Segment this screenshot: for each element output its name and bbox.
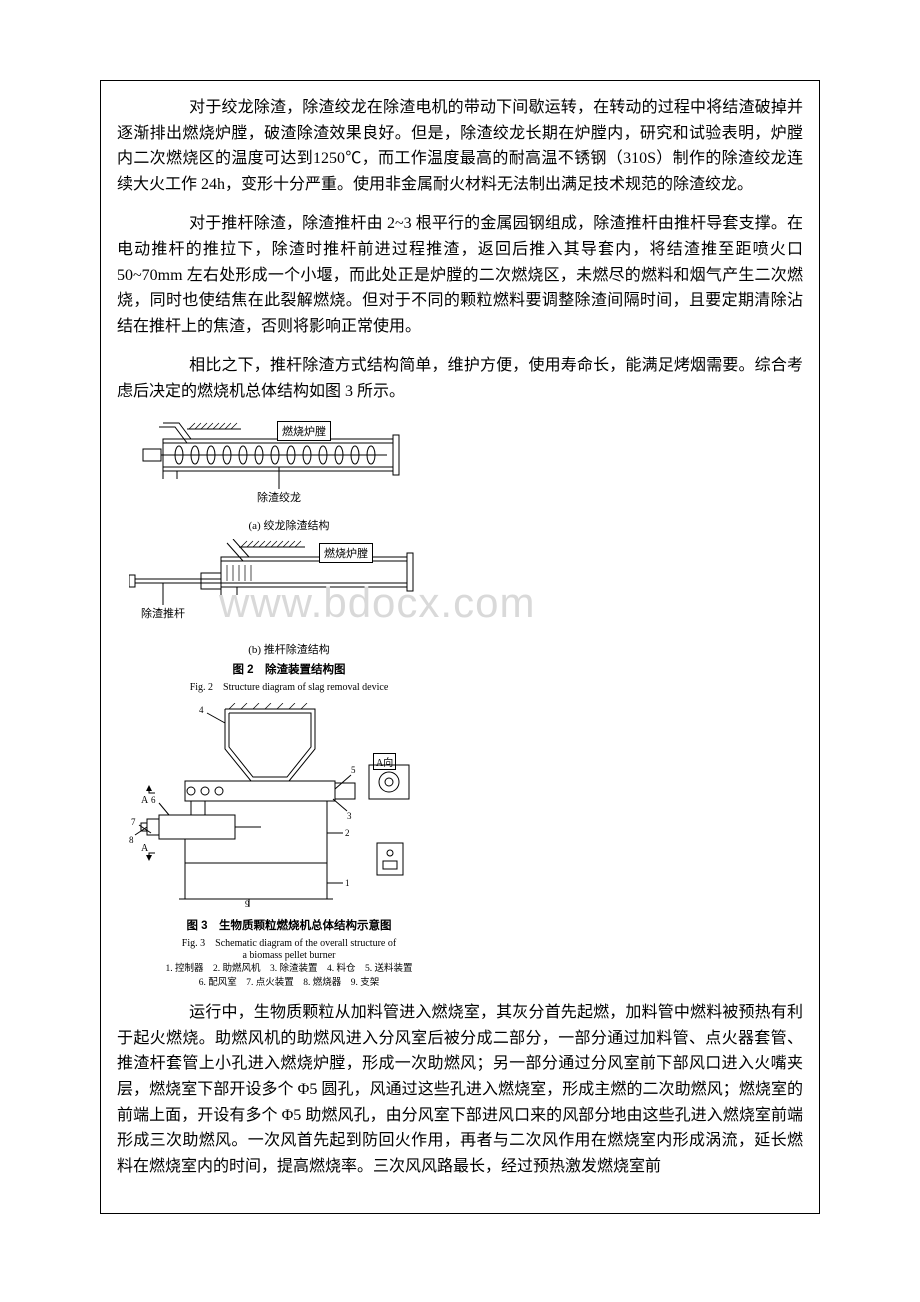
figure-3-title-en-2: a biomass pellet burner (129, 950, 449, 961)
figure-2b-caption: (b) 推杆除渣结构 (129, 641, 449, 657)
figure-3-title-cn: 图 3 生物质颗粒燃烧机总体结构示意图 (129, 917, 449, 933)
svg-text:A: A (141, 843, 149, 854)
svg-text:9: 9 (245, 899, 250, 908)
paragraph-4: 运行中，生物质颗粒从加料管进入燃烧室，其灰分首先起燃，加料管中燃料被预热有利于起… (117, 1000, 803, 1179)
svg-text:6: 6 (151, 795, 156, 805)
paragraph-4-text: 运行中，生物质颗粒从加料管进入燃烧室，其灰分首先起燃，加料管中燃料被预热有利于起… (117, 1004, 803, 1175)
figure-3-legend-2: 6. 配风室 7. 点火装置 8. 燃烧器 9. 支架 (129, 977, 449, 990)
figure-2a-caption: (a) 绞龙除渣结构 (129, 517, 449, 533)
figure-3-legend-1: 1. 控制器 2. 助燃风机 3. 除渣装置 4. 料仓 5. 送料装置 (129, 963, 449, 976)
svg-text:5: 5 (351, 765, 356, 775)
svg-text:3: 3 (347, 811, 352, 821)
page-frame: 对于绞龙除渣，除渣绞龙在除渣电机的带动下间歇运转，在转动的过程中将结渣破掉并逐渐… (100, 80, 820, 1214)
figure-2a-furnace-label: 燃烧炉膛 (277, 421, 331, 441)
figure-2b: 燃烧炉膛 除渣推杆 (129, 539, 449, 639)
figure-2b-pushrod-label: 除渣推杆 (141, 605, 185, 621)
paragraph-3: 相比之下，推杆除渣方式结构简单，维护方便，使用寿命长，能满足烤烟需要。综合考虑后… (117, 353, 803, 404)
figure-2a-auger-label: 除渣绞龙 (257, 489, 301, 505)
paragraph-1-text: 对于绞龙除渣，除渣绞龙在除渣电机的带动下间歇运转，在转动的过程中将结渣破掉并逐渐… (117, 99, 803, 193)
figure-3-section-label: A向 (373, 753, 396, 770)
paragraph-2-text: 对于推杆除渣，除渣推杆由 2~3 根平行的金属园钢组成，除渣推杆由推杆导套支撑。… (117, 215, 803, 334)
svg-text:4: 4 (199, 705, 204, 715)
figure-2-title-en: Fig. 2 Structure diagram of slag removal… (129, 678, 449, 693)
paragraph-3-text: 相比之下，推杆除渣方式结构简单，维护方便，使用寿命长，能满足烤烟需要。综合考虑后… (117, 357, 803, 400)
figure-2b-furnace-label: 燃烧炉膛 (319, 543, 373, 563)
figure-3-svg: A A 4 5 3 2 1 6 7 8 9 (129, 703, 429, 908)
figure-2-title-cn: 图 2 除渣装置结构图 (129, 661, 449, 677)
svg-text:7: 7 (131, 817, 136, 827)
svg-text:1: 1 (345, 878, 350, 888)
figure-2a: 燃烧炉膛 除渣绞龙 (129, 419, 449, 515)
svg-text:8: 8 (129, 835, 134, 845)
figure-3: A A 4 5 3 2 1 6 7 8 9 A向 (129, 703, 449, 913)
svg-text:2: 2 (345, 828, 350, 838)
figure-block: www.bdocx.com (129, 419, 449, 991)
figure-3-title-en-1: Fig. 3 Schematic diagram of the overall … (129, 934, 449, 949)
paragraph-2: 对于推杆除渣，除渣推杆由 2~3 根平行的金属园钢组成，除渣推杆由推杆导套支撑。… (117, 211, 803, 339)
paragraph-1: 对于绞龙除渣，除渣绞龙在除渣电机的带动下间歇运转，在转动的过程中将结渣破掉并逐渐… (117, 95, 803, 197)
svg-text:A: A (141, 795, 149, 806)
